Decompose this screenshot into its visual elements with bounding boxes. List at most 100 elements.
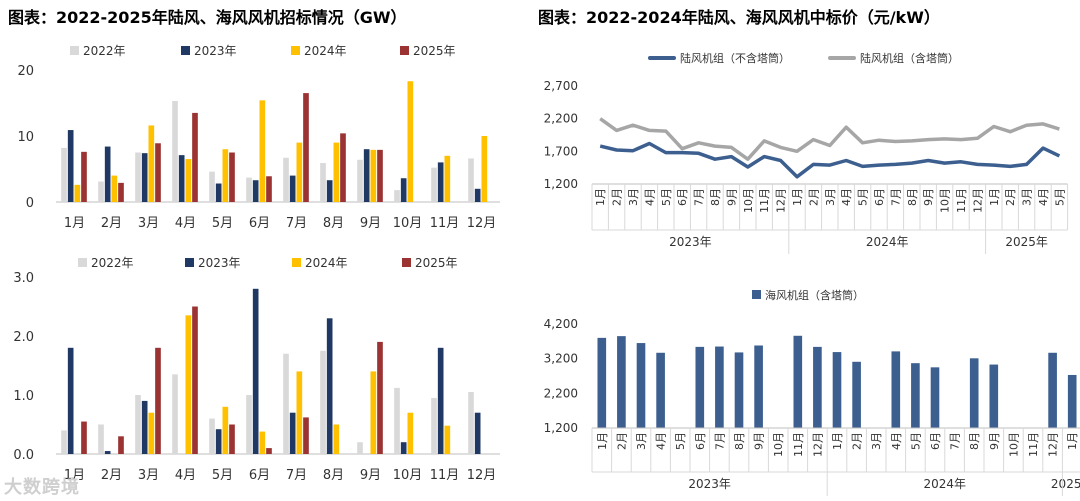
bar-y2022 <box>394 190 400 202</box>
y-tick-label: 20 <box>17 64 34 79</box>
bar-y2022 <box>357 442 363 454</box>
x-tick-label: 6月 <box>929 432 942 450</box>
year-group-label: 2023年 <box>669 235 712 249</box>
legend-label: 2025年 <box>413 44 456 58</box>
bar-y2024 <box>333 424 340 454</box>
x-tick-label: 2月 <box>807 188 820 206</box>
bar-y2023 <box>400 442 407 454</box>
bar-y2024 <box>148 125 155 202</box>
bar-y2022 <box>135 395 141 454</box>
x-tick-label: 7月 <box>713 432 726 450</box>
x-tick-label: 2月 <box>101 468 122 483</box>
bar-y2022 <box>61 430 67 454</box>
y-tick-label: 0.0 <box>13 448 34 463</box>
bar-y2024 <box>407 412 414 454</box>
x-tick-label: 5月 <box>857 188 870 206</box>
bar-offshore <box>832 352 842 428</box>
bar-y2025 <box>155 143 161 202</box>
x-tick-label: 9月 <box>725 188 738 206</box>
bar-y2022 <box>468 392 474 454</box>
x-tick-label: 1月 <box>64 468 85 483</box>
bar-offshore <box>969 358 979 428</box>
bar-y2024 <box>444 155 451 202</box>
bar-y2022 <box>209 171 215 202</box>
watermark: 大数跨境 <box>4 477 80 498</box>
x-tick-label: 4月 <box>175 216 196 231</box>
x-tick-label: 8月 <box>906 188 919 206</box>
bar-y2023 <box>326 180 333 202</box>
bar-y2023 <box>141 153 148 202</box>
bar-y2023 <box>67 347 74 454</box>
bar-y2022 <box>61 147 67 202</box>
bar-y2023 <box>437 162 444 202</box>
x-tick-label: 8月 <box>323 216 344 231</box>
bar-y2022 <box>283 157 289 202</box>
bar-y2025 <box>155 347 161 454</box>
x-tick-label: 8月 <box>709 188 722 206</box>
x-tick-label: 2月 <box>851 432 864 450</box>
bar-offshore <box>793 335 803 428</box>
x-tick-label: 5月 <box>1053 188 1066 206</box>
y-tick-label: 1,200 <box>544 421 578 435</box>
bar-y2025 <box>192 112 198 202</box>
bar-offshore <box>656 352 665 428</box>
bar-y2023 <box>215 429 222 454</box>
bar-offshore <box>715 346 724 428</box>
x-tick-label: 8月 <box>733 432 746 450</box>
x-tick-label: 6月 <box>249 468 270 483</box>
bar-y2024 <box>259 100 266 202</box>
right-title: 图表：2022-2024年陆风、海风风机中标价（元/kW） <box>538 8 940 27</box>
bar-y2023 <box>363 149 370 202</box>
x-tick-label: 8月 <box>323 468 344 483</box>
x-tick-label: 11月 <box>792 432 805 457</box>
bar-y2025 <box>192 306 198 454</box>
x-tick-label: 2月 <box>615 432 628 450</box>
y-tick-label: 1,700 <box>544 144 578 158</box>
x-tick-label: 9月 <box>988 432 1001 450</box>
bar-y2023 <box>67 130 74 202</box>
x-tick-label: 1月 <box>64 216 85 231</box>
bar-y2022 <box>320 350 326 454</box>
bar-y2024 <box>111 175 118 202</box>
x-tick-label: 11月 <box>430 216 460 231</box>
bar-y2023 <box>104 451 111 454</box>
bar-offshore <box>695 346 705 428</box>
bar-y2022 <box>246 177 252 202</box>
bar-y2025 <box>377 341 383 454</box>
bar-y2023 <box>104 146 111 202</box>
bar-offshore <box>852 361 861 428</box>
x-tick-label: 11月 <box>758 188 771 213</box>
bar-y2023 <box>437 347 444 454</box>
y-tick-label: 3,200 <box>544 352 578 366</box>
bar-y2024 <box>185 315 192 454</box>
bar-y2024 <box>370 371 377 454</box>
x-tick-label: 6月 <box>249 216 270 231</box>
x-tick-label: 9月 <box>360 216 381 231</box>
bar-y2024 <box>333 142 340 202</box>
bar-y2025 <box>340 133 346 202</box>
series-line-onshore_inc <box>599 117 1060 161</box>
bar-y2022 <box>246 395 252 454</box>
bar-y2022 <box>98 424 104 454</box>
y-tick-label: 2,700 <box>544 79 578 93</box>
legend-swatch <box>185 258 194 267</box>
x-tick-label: 2月 <box>611 188 624 206</box>
x-tick-label: 5月 <box>212 216 233 231</box>
legend-swatch <box>752 290 761 299</box>
x-tick-label: 9月 <box>922 188 935 206</box>
bar-offshore <box>754 345 763 428</box>
bar-y2025 <box>118 436 124 454</box>
bar-y2025 <box>229 152 235 202</box>
year-group-label: 2023年 <box>688 477 731 491</box>
year-group-label: 2025年 <box>1051 477 1080 491</box>
legend-swatch <box>291 46 300 55</box>
bar-y2022 <box>357 159 363 202</box>
x-tick-label: 1月 <box>594 188 607 206</box>
bar-y2025 <box>266 448 272 454</box>
x-tick-label: 5月 <box>909 432 922 450</box>
legend-label: 2022年 <box>83 44 126 58</box>
x-tick-label: 2月 <box>1004 188 1017 206</box>
y-tick-label: 4,200 <box>544 317 578 331</box>
bar-y2023 <box>474 412 481 454</box>
legend-swatch <box>70 46 79 55</box>
